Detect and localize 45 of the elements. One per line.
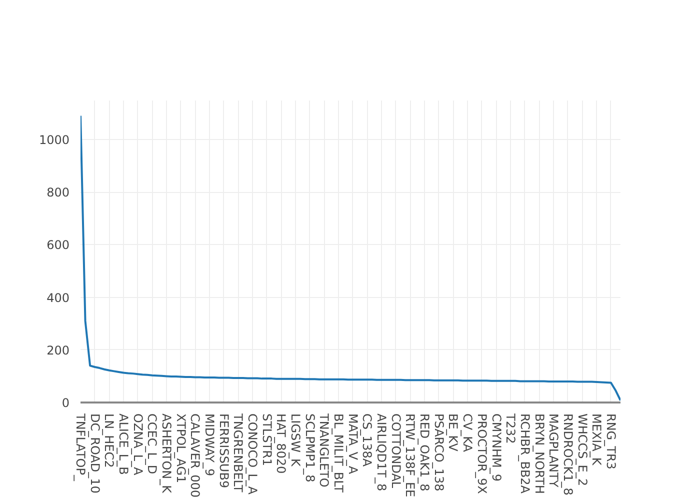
x-tick-label: CCEC_L_D xyxy=(145,414,160,474)
y-tick-label: 400 xyxy=(46,290,70,305)
x-tick-label: CS_138A xyxy=(360,414,374,468)
x-tick-label: RNG_TR3 xyxy=(604,414,618,470)
x-tick-label: XTPOL_AG1 xyxy=(174,414,188,484)
x-tick-label: OZNA_L_A xyxy=(130,414,145,476)
x-tick-label: LIGSW_K xyxy=(288,414,303,468)
x-tick-label: DC_ROAD_10 xyxy=(88,414,102,494)
x-tick-label: SCLPMP1_8 xyxy=(302,414,317,482)
x-tick-label: MAGPLANTY xyxy=(546,414,561,488)
x-tick-label: TNGRENBELT xyxy=(231,412,246,493)
x-tick-label: TNANGLETO xyxy=(317,412,332,488)
x-tick-label: CONOCO_L_A xyxy=(246,414,260,496)
x-tick-label: T232 xyxy=(504,412,518,444)
x-tick-label: BRYN_NORTH xyxy=(532,414,546,494)
x-tick-label: PROCTOR_9X xyxy=(474,414,489,494)
x-tick-label: BL_MILIT_BLT xyxy=(332,414,346,494)
x-tick-label: CMYNHM_9 xyxy=(489,414,504,482)
x-tick-label: RTW_138F_EE xyxy=(403,414,418,498)
y-tick-label: 800 xyxy=(46,186,70,200)
x-tick-label: MATA_V_A xyxy=(346,414,360,475)
x-tick-label: MIDWAY_9 xyxy=(202,414,217,476)
x-tick-label: WHCCS_E_2 xyxy=(575,414,590,486)
x-tick-label: RCHBR_BB2A xyxy=(518,414,532,494)
x-tick-label: ALICE_L_B xyxy=(116,414,131,475)
line-series xyxy=(80,114,620,402)
x-tick-label: TNFLATOP_ xyxy=(74,412,88,482)
y-tick-label: 0 xyxy=(62,396,70,410)
x-tick-label: RED_OAK1_8 xyxy=(418,414,432,492)
x-tick-label: HAT_8020 xyxy=(274,414,288,474)
x-tick-label: ASHERTON_K xyxy=(160,414,174,494)
x-tick-label: LN_HEC2 xyxy=(102,414,116,468)
x-tick-label: CV_KA xyxy=(460,414,475,453)
x-tick-label: FERRISSUB9 xyxy=(216,414,231,488)
y-tick-label: 600 xyxy=(46,238,70,252)
x-tick-label: MEXIA_K xyxy=(590,414,604,466)
x-tick-label: BE_KV xyxy=(446,414,460,452)
y-tick-label: 1000 xyxy=(38,132,70,147)
x-tick-label: AIRLIQD1T_8 xyxy=(374,414,389,492)
x-tick-label: STLSTR1 xyxy=(260,414,274,466)
x-tick-label: COTTONDAL xyxy=(388,414,403,488)
x-tick-label: CALAVER_000 xyxy=(188,414,202,498)
y-tick-label: 200 xyxy=(46,343,70,358)
x-tick-label: PSARCO_138 xyxy=(432,414,446,492)
x-tick-label: RNDROCK1_8 xyxy=(560,414,575,496)
